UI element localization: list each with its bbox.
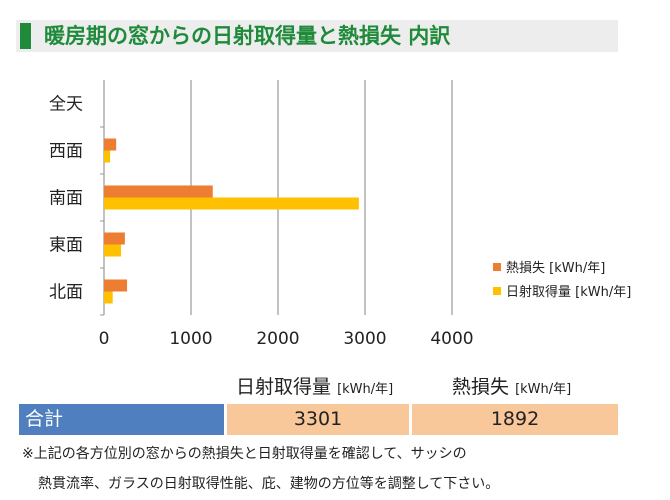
x-tick-label: 3000 [343, 329, 386, 349]
category-label: 北面 [49, 283, 83, 303]
bar-solar-gain [104, 150, 111, 163]
title-bar: 暖房期の窓からの日射取得量と熱損失 内訳 [16, 20, 618, 52]
bar-heat-loss [104, 279, 128, 292]
category-label: 東面 [49, 236, 83, 256]
total-heat-loss-cell: 1892 [412, 404, 618, 435]
header-solar-gain-unit: [kWh/年] [337, 382, 394, 397]
legend-swatch [493, 263, 501, 271]
bar-solar-gain [104, 244, 121, 257]
header-solar-gain-label: 日射取得量 [236, 376, 332, 398]
x-tick-label: 1000 [169, 329, 212, 349]
bar-heat-loss [104, 232, 125, 245]
page-title: 暖房期の窓からの日射取得量と熱損失 内訳 [44, 24, 451, 48]
header-heat-loss-label: 熱損失 [452, 376, 510, 398]
x-tick-label: 0 [99, 329, 110, 349]
legend-label: 日射取得量 [kWh/年] [506, 284, 631, 300]
category-label: 西面 [49, 142, 83, 162]
note-line-1: ※上記の各方位別の窓からの熱損失と日射取得量を確認して、サッシの [22, 446, 467, 462]
header-heat-loss-unit: [kWh/年] [515, 382, 572, 397]
total-solar-gain-cell: 3301 [227, 404, 409, 435]
bar-heat-loss [104, 138, 117, 151]
legend-swatch [493, 287, 501, 295]
x-tick-label: 4000 [430, 329, 473, 349]
category-label: 全天 [49, 95, 83, 115]
bar-solar-gain [104, 291, 113, 304]
legend-label: 熱損失 [kWh/年] [506, 261, 605, 276]
total-label-cell: 合計 [19, 404, 224, 435]
bar-solar-gain [104, 197, 359, 210]
bar-heat-loss [104, 185, 213, 198]
header-heat-loss: 熱損失 [kWh/年] [452, 372, 571, 399]
note-line-2: 熱貫流率、ガラスの日射取得性能、庇、建物の方位等を調整して下さい。 [38, 476, 500, 492]
header-solar-gain: 日射取得量 [kWh/年] [236, 372, 393, 399]
title-marker [20, 23, 31, 49]
category-label: 南面 [49, 189, 83, 209]
x-tick-label: 2000 [256, 329, 299, 349]
